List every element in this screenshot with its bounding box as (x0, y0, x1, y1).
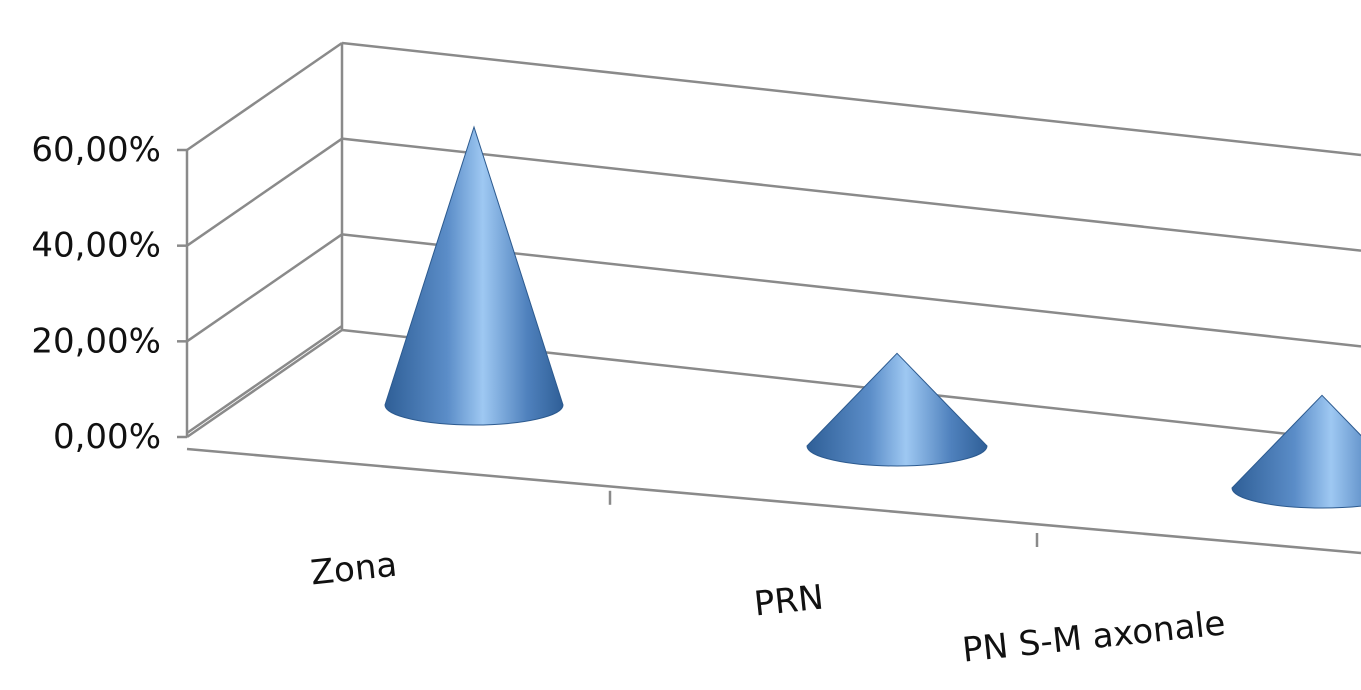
cone-body (384, 125, 564, 426)
category-label: PRN (752, 578, 825, 625)
gridline-back (341, 137, 1361, 252)
gridline-back (341, 41, 1361, 157)
x-axis (186, 447, 1361, 555)
cone-body (806, 352, 988, 467)
floor-edge (186, 324, 343, 435)
labels: 0,00% 20,00% 40,00% 60,00% Zona PRN PN S-M axo… (31, 130, 1227, 671)
category-label: Zona (309, 545, 399, 594)
category-label: PN S-M axonale (960, 603, 1227, 670)
gridline-side (186, 233, 343, 343)
y-tick-label: 0,00% (53, 417, 161, 457)
gridline-side (186, 41, 343, 152)
axes (177, 148, 1361, 555)
y-tick-label: 40,00% (31, 226, 161, 266)
y-tick-label: 20,00% (31, 321, 161, 361)
cone-1 (384, 125, 564, 426)
cone-3 (1231, 394, 1361, 509)
gridlines (186, 41, 1361, 444)
gridline-side (186, 137, 343, 247)
y-tick-label: 60,00% (31, 130, 161, 170)
cone-2 (806, 352, 988, 467)
gridline-side (186, 328, 343, 439)
cones (384, 125, 1361, 509)
cone-body (1231, 394, 1361, 509)
